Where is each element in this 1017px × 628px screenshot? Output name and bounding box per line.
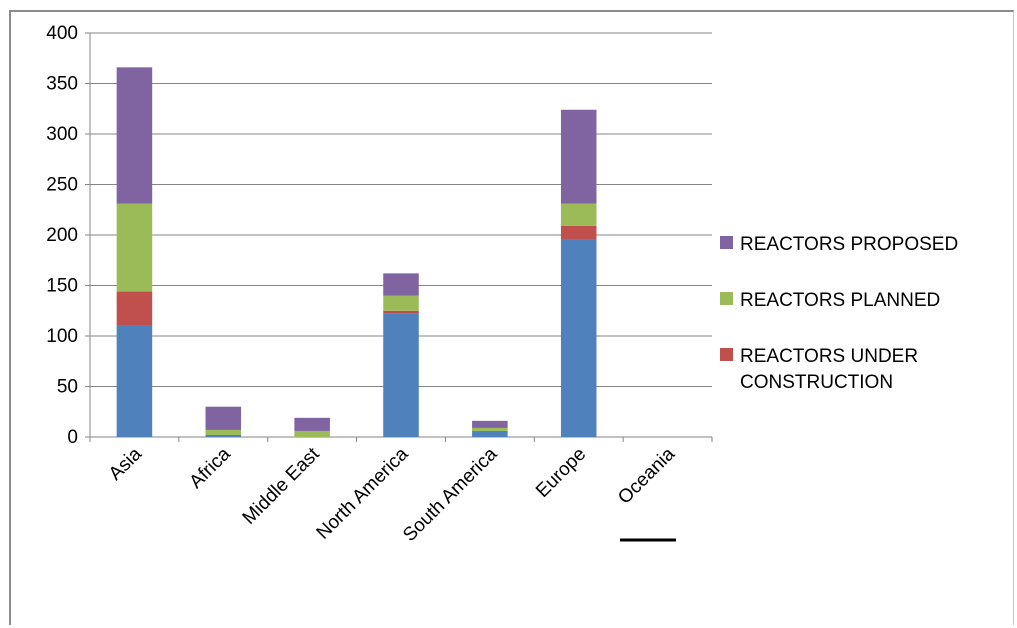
y-tick-label: 0 (67, 427, 78, 448)
y-tick-label: 250 (46, 175, 78, 196)
y-tick-label: 400 (46, 23, 78, 44)
legend-swatch (720, 348, 733, 361)
bar-segment (472, 430, 508, 437)
legend-label: REACTORS PROPOSED (740, 234, 958, 255)
y-tick-label: 150 (46, 276, 78, 297)
bar-segment (560, 203, 597, 226)
x-tick-label: Asia (105, 443, 146, 484)
bar-segment (116, 67, 153, 204)
bar-segment (116, 325, 153, 437)
legend-swatch (720, 236, 733, 249)
bar-segment (383, 295, 419, 311)
x-tick-label: Oceania (614, 443, 679, 508)
x-tick-label: South America (399, 443, 502, 546)
y-axis-tick-labels: 0 50 100 150 200 250 300 350 400 (46, 23, 78, 448)
y-tick-label: 50 (57, 377, 78, 398)
bar-segment (560, 225, 597, 240)
bar-segment (472, 420, 508, 428)
legend: REACTORS PROPOSED REACTORS PLANNED REACTOR… (720, 234, 958, 393)
y-tick-label: 200 (46, 225, 78, 246)
y-tick-label: 100 (46, 326, 78, 347)
x-tick-label: Africa (186, 443, 235, 492)
bar-segment (205, 429, 242, 435)
bar-segment (560, 239, 597, 437)
legend-label-line2: CONSTRUCTION (740, 372, 893, 393)
bars (116, 67, 597, 437)
bar-segment (560, 109, 597, 204)
bar-segment (472, 427, 508, 431)
legend-swatch (720, 292, 733, 305)
bar-segment (294, 417, 330, 431)
y-tick-label: 350 (46, 74, 78, 95)
x-tick-label: Europe (532, 444, 590, 502)
bar-segment (205, 406, 242, 430)
legend-label: REACTORS UNDER (740, 346, 918, 367)
legend-label: REACTORS PLANNED (740, 290, 940, 311)
x-tick-label: Middle East (239, 443, 325, 529)
y-tick-label: 300 (46, 124, 78, 145)
bar-segment (116, 291, 153, 326)
bar-segment (383, 273, 419, 296)
bar-segment (294, 430, 330, 437)
bar-segment (205, 434, 242, 437)
bar-segment (116, 203, 153, 292)
chart-frame (9, 10, 1014, 625)
bar-segment (383, 313, 419, 437)
x-tick-label: North America (313, 443, 413, 543)
bar-segment (383, 310, 419, 314)
